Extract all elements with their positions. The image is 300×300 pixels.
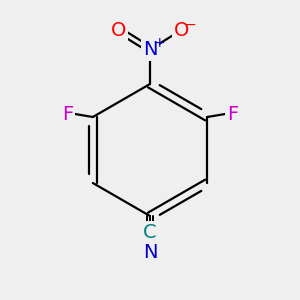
Text: N: N xyxy=(143,40,157,59)
Text: F: F xyxy=(62,104,73,124)
Text: −: − xyxy=(185,18,196,32)
Text: F: F xyxy=(227,104,238,124)
Text: C: C xyxy=(143,223,157,242)
Text: +: + xyxy=(153,36,165,50)
Text: O: O xyxy=(174,20,189,40)
Text: O: O xyxy=(111,20,126,40)
Text: N: N xyxy=(143,242,157,262)
